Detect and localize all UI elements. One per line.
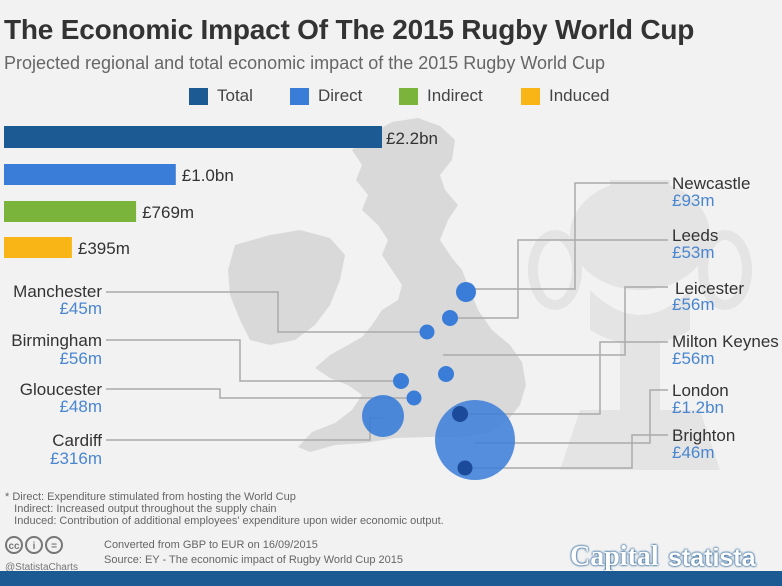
attribution-icon: i xyxy=(25,536,43,554)
city-value-cardiff: £316m xyxy=(50,449,102,468)
bar-induced xyxy=(4,237,72,258)
leader-manchester xyxy=(106,291,427,333)
city-value-milton-keynes: £56m xyxy=(672,349,715,368)
footnote-direct: * Direct: Expenditure stimulated from ho… xyxy=(5,491,296,503)
legend-item-induced: Induced xyxy=(521,86,610,106)
city-value-birmingham: £56m xyxy=(59,349,102,368)
bar-label-induced: £395m xyxy=(78,239,130,258)
bubble-leeds xyxy=(442,310,458,326)
conversion-note: Converted from GBP to EUR on 16/09/2015 xyxy=(104,539,318,551)
legend-label-total: Total xyxy=(217,86,253,105)
city-name-brighton: Brighton xyxy=(672,426,735,445)
bubble-gloucester xyxy=(406,390,422,406)
city-name-manchester: Manchester xyxy=(13,282,102,301)
bar-indirect xyxy=(4,201,137,222)
city-value-leeds: £53m xyxy=(672,243,715,262)
bar-label-indirect: £769m xyxy=(142,203,194,222)
city-name-gloucester: Gloucester xyxy=(20,380,103,399)
legend-item-direct: Direct xyxy=(290,86,362,106)
chart-title: The Economic Impact Of The 2015 Rugby Wo… xyxy=(4,14,695,45)
source-block: Converted from GBP to EUR on 16/09/2015 … xyxy=(104,538,403,568)
bar-label-direct: £1.0bn xyxy=(182,166,234,185)
leader-newcastle xyxy=(466,182,668,290)
city-labels-right: Newcastle £93m Leeds £53m Leicester £56m… xyxy=(672,174,779,462)
bubble-london xyxy=(435,400,515,480)
legend-label-direct: Direct xyxy=(318,86,363,105)
footnote-induced: Induced: Contribution of additional empl… xyxy=(5,515,444,527)
legend-item-total: Total xyxy=(189,86,253,106)
city-name-cardiff: Cardiff xyxy=(52,431,102,450)
city-value-leicester: £56m xyxy=(672,295,715,314)
source-text: Source: EY - The economic impact of Rugb… xyxy=(104,554,403,566)
legend-swatch-indirect xyxy=(399,87,418,105)
city-value-london: £1.2bn xyxy=(672,398,724,417)
bubble-manchester xyxy=(419,324,435,340)
legend-item-indirect: Indirect xyxy=(399,86,483,106)
city-value-newcastle: £93m xyxy=(672,191,715,210)
city-name-leicester: Leicester xyxy=(675,279,744,298)
city-name-birmingham: Birmingham xyxy=(11,331,102,350)
legend-swatch-total xyxy=(189,87,208,105)
city-value-brighton: £46m xyxy=(672,443,715,462)
bar-label-total: £2.2bn xyxy=(386,129,438,148)
leader-gloucester xyxy=(106,388,414,399)
license-icons: cc i = xyxy=(5,536,65,554)
footnote: * Direct: Expenditure stimulated from ho… xyxy=(5,491,444,527)
leader-brighton xyxy=(465,434,668,469)
city-labels-left: Manchester £45m Birmingham £56m Gloucest… xyxy=(11,282,102,468)
twitter-handle: @StatistaCharts xyxy=(5,562,78,573)
leader-leeds xyxy=(450,239,668,319)
city-value-manchester: £45m xyxy=(59,299,102,318)
bubble-brighton xyxy=(457,460,473,476)
city-name-milton-keynes: Milton Keynes xyxy=(672,332,779,351)
leader-leicester xyxy=(443,286,668,356)
legend-label-indirect: Indirect xyxy=(427,86,483,105)
cc-icon: cc xyxy=(5,536,23,554)
equal-icon: = xyxy=(45,536,63,554)
bubble-milton-keynes xyxy=(452,406,468,422)
bar-total xyxy=(4,126,382,148)
uk-map xyxy=(228,118,526,452)
bar-direct xyxy=(4,164,176,185)
chart-subtitle: Projected regional and total economic im… xyxy=(4,53,606,73)
bubbles xyxy=(362,282,515,480)
city-name-leeds: Leeds xyxy=(672,226,718,245)
city-name-newcastle: Newcastle xyxy=(672,174,750,193)
bubble-newcastle xyxy=(456,282,476,302)
capital-logo: Capital xyxy=(570,541,659,572)
bubble-leicester xyxy=(438,366,454,382)
bubble-birmingham xyxy=(393,373,409,389)
great-britain-shape xyxy=(298,118,526,452)
legend-swatch-direct xyxy=(290,87,309,105)
leader-milton-keynes xyxy=(460,341,668,415)
bubble-cardiff xyxy=(362,395,404,437)
bar-chart: £2.2bn £1.0bn £769m £395m xyxy=(4,126,438,258)
footnote-indirect: Indirect: Increased output throughout th… xyxy=(5,503,277,515)
leader-birmingham xyxy=(106,339,401,382)
legend-label-induced: Induced xyxy=(549,86,610,105)
statista-logo: statista xyxy=(668,544,756,572)
leader-london xyxy=(475,389,668,444)
brand-bar xyxy=(0,571,782,586)
city-name-london: London xyxy=(672,381,729,400)
trophy-silhouette xyxy=(528,180,752,470)
city-value-gloucester: £48m xyxy=(59,397,102,416)
legend-swatch-induced xyxy=(521,87,540,105)
ireland-shape xyxy=(228,230,345,345)
legend: Total Direct Indirect Induced xyxy=(0,86,782,106)
